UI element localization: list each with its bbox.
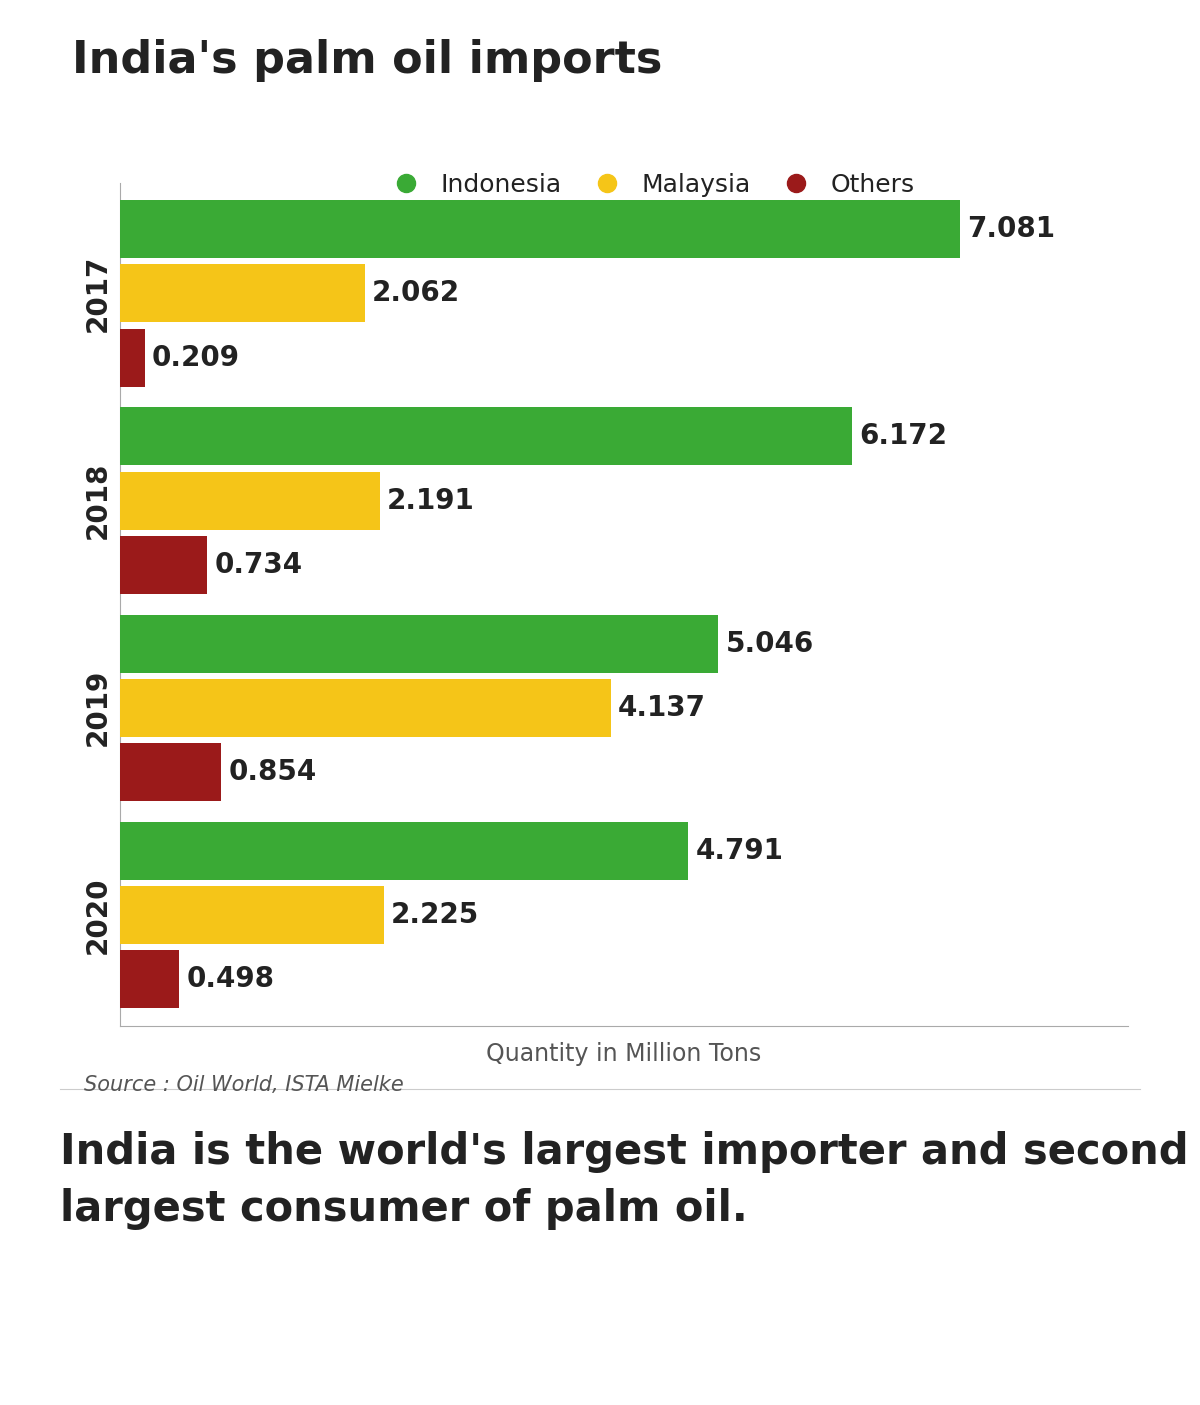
Bar: [120, 679, 611, 736]
X-axis label: Quantity in Million Tons: Quantity in Million Tons: [486, 1043, 762, 1066]
Bar: [120, 200, 960, 259]
Text: India's palm oil imports: India's palm oil imports: [72, 39, 662, 83]
Text: 0.734: 0.734: [214, 551, 302, 579]
Bar: [120, 614, 719, 673]
Bar: [120, 743, 221, 801]
Legend: Indonesia, Malaysia, Others: Indonesia, Malaysia, Others: [371, 163, 925, 207]
Bar: [120, 472, 380, 530]
Text: 2.225: 2.225: [391, 901, 479, 929]
Bar: [120, 887, 384, 944]
Text: 6.172: 6.172: [859, 423, 947, 450]
Text: 4.137: 4.137: [618, 694, 706, 722]
Bar: [120, 950, 179, 1009]
Text: 0.854: 0.854: [228, 759, 317, 785]
Text: 5.046: 5.046: [726, 629, 814, 658]
Text: 2.062: 2.062: [372, 280, 460, 308]
Bar: [120, 822, 688, 880]
Bar: [120, 264, 365, 322]
Text: 0.498: 0.498: [186, 965, 274, 993]
Bar: [120, 535, 208, 594]
Text: India is the world's largest importer and second
largest consumer of palm oil.: India is the world's largest importer an…: [60, 1131, 1189, 1229]
Text: 7.081: 7.081: [967, 215, 1055, 243]
Text: 4.791: 4.791: [695, 837, 784, 864]
Text: Source : Oil World, ISTA Mielke: Source : Oil World, ISTA Mielke: [84, 1075, 403, 1094]
Text: 2.191: 2.191: [386, 486, 475, 514]
Bar: [120, 407, 852, 465]
Bar: [120, 329, 145, 386]
Text: 0.209: 0.209: [152, 344, 240, 371]
